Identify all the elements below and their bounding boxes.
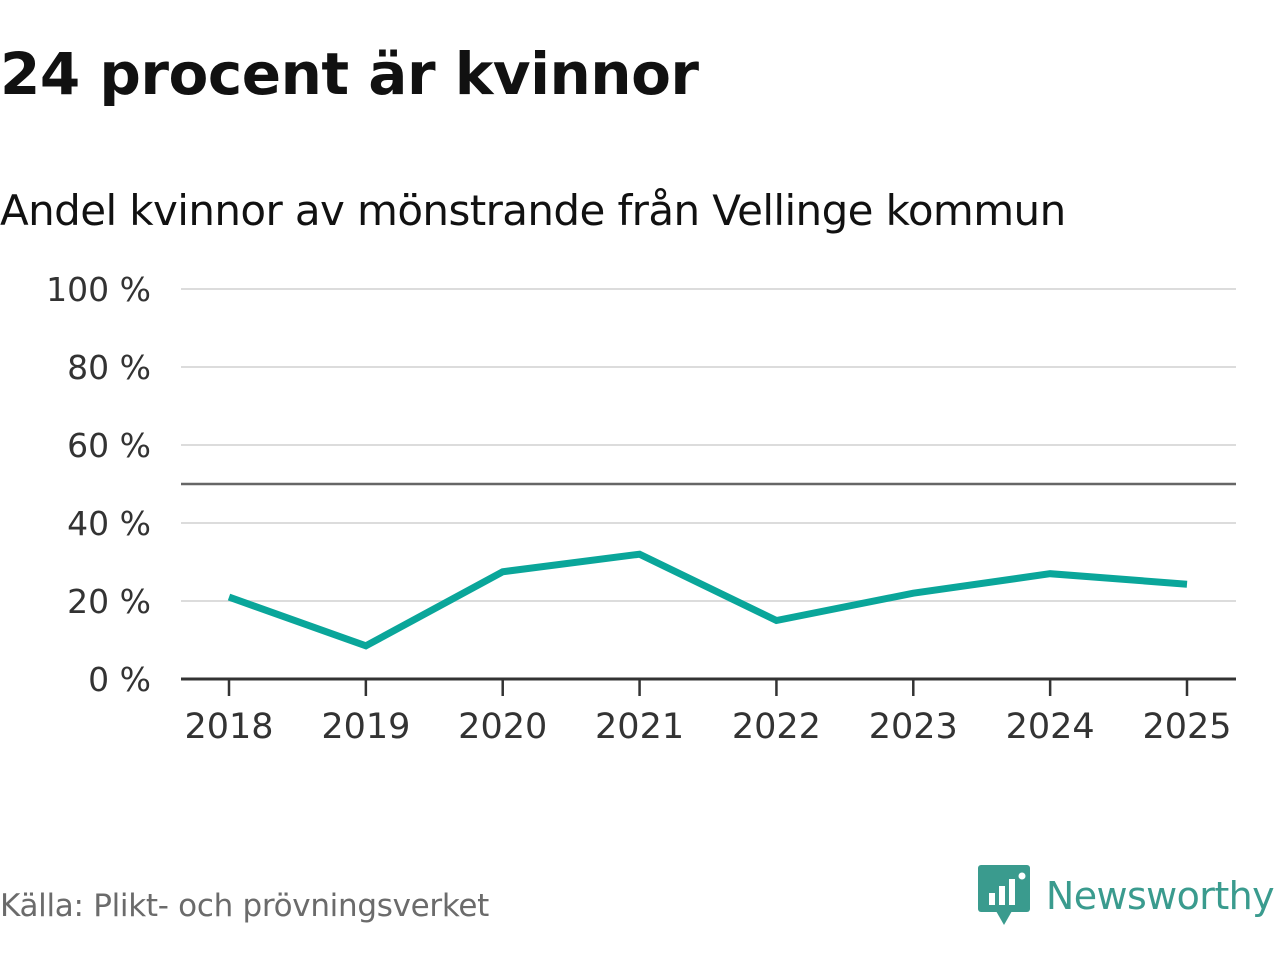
chart-subtitle: Andel kvinnor av mönstrande från Velling… (0, 186, 1066, 235)
source-note: Källa: Plikt- och prövningsverket (0, 888, 490, 924)
newsworthy-bar-chart-icon (977, 865, 1030, 925)
y-tick-label: 80 % (67, 348, 151, 387)
x-tick-label: 2024 (1006, 707, 1095, 747)
series-line (227, 550, 1188, 650)
y-tick-label: 100 % (46, 270, 151, 309)
x-tick-label: 2022 (732, 707, 821, 747)
y-tick-label: 0 % (88, 660, 151, 699)
brand-name: Newsworthy (1045, 874, 1275, 918)
y-tick-label: 40 % (67, 504, 151, 543)
brand: Newsworthy (977, 864, 1275, 928)
y-tick-label: 20 % (67, 582, 151, 621)
y-tick-label: 60 % (67, 426, 151, 465)
x-axis: 2018 2019 2020 2021 2022 2023 2024 2025 (181, 677, 1236, 747)
data-series (227, 550, 1188, 650)
x-tick-label: 2025 (1142, 707, 1231, 747)
x-tick-label: 2023 (869, 707, 958, 747)
x-tick-label: 2018 (184, 707, 273, 747)
x-tick-label: 2021 (595, 707, 684, 747)
y-axis: 0 % 20 % 40 % 60 % 80 % 100 % (46, 270, 151, 699)
gridlines (181, 288, 1236, 602)
chart-title: 24 procent är kvinnor (0, 40, 699, 108)
x-tick-label: 2020 (458, 707, 547, 747)
x-tick-label: 2019 (321, 707, 410, 747)
